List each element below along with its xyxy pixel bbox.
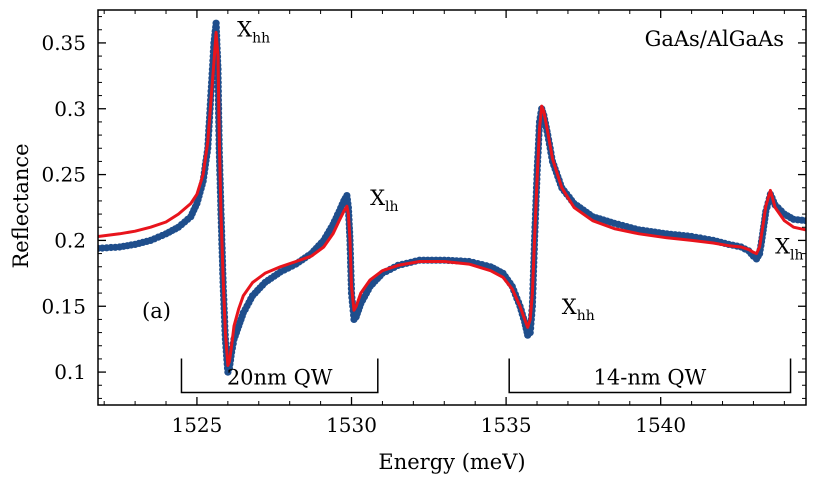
sample-label: GaAs/AlGaAs (645, 27, 784, 51)
qw-bracket (508, 358, 792, 394)
axis-ticks: 1525 1530 1535 1540 0.1 0.15 0.2 0.25 0.3 0.35 (41, 10, 806, 437)
x-tick-label: 1540 (635, 413, 686, 437)
x-tick-label: 1535 (481, 413, 532, 437)
x-axis-title: Energy (meV) (378, 450, 525, 474)
fit-curve (98, 30, 806, 367)
measured-points (98, 19, 806, 376)
plot-area (98, 19, 806, 376)
y-tick-label: 0.3 (54, 97, 86, 121)
y-tick-label: 0.15 (41, 294, 86, 318)
panel-label: (a) (142, 299, 171, 323)
x-tick-label: 1530 (326, 413, 377, 437)
x-tick-label: 1525 (171, 413, 222, 437)
qw-brackets: 20nm QW 14-nm QW (180, 358, 792, 394)
qw-label: 14-nm QW (594, 365, 707, 389)
qw-label: 20nm QW (227, 365, 333, 389)
exciton-annotations: Xhh Xlh Xhh Xlh (237, 17, 803, 324)
exciton-label: Xhh (237, 17, 270, 46)
plot-frame (97, 9, 807, 406)
y-tick-label: 0.25 (41, 163, 86, 187)
data-point (802, 217, 806, 225)
exciton-label: Xlh (775, 235, 803, 264)
y-axis-title: Reflectance (9, 143, 33, 268)
exciton-label: Xhh (562, 295, 595, 324)
y-tick-label: 0.35 (41, 31, 86, 55)
qw-bracket (180, 358, 379, 394)
y-tick-label: 0.1 (54, 360, 86, 384)
exciton-label: Xlh (370, 186, 398, 215)
y-tick-label: 0.2 (54, 228, 86, 252)
